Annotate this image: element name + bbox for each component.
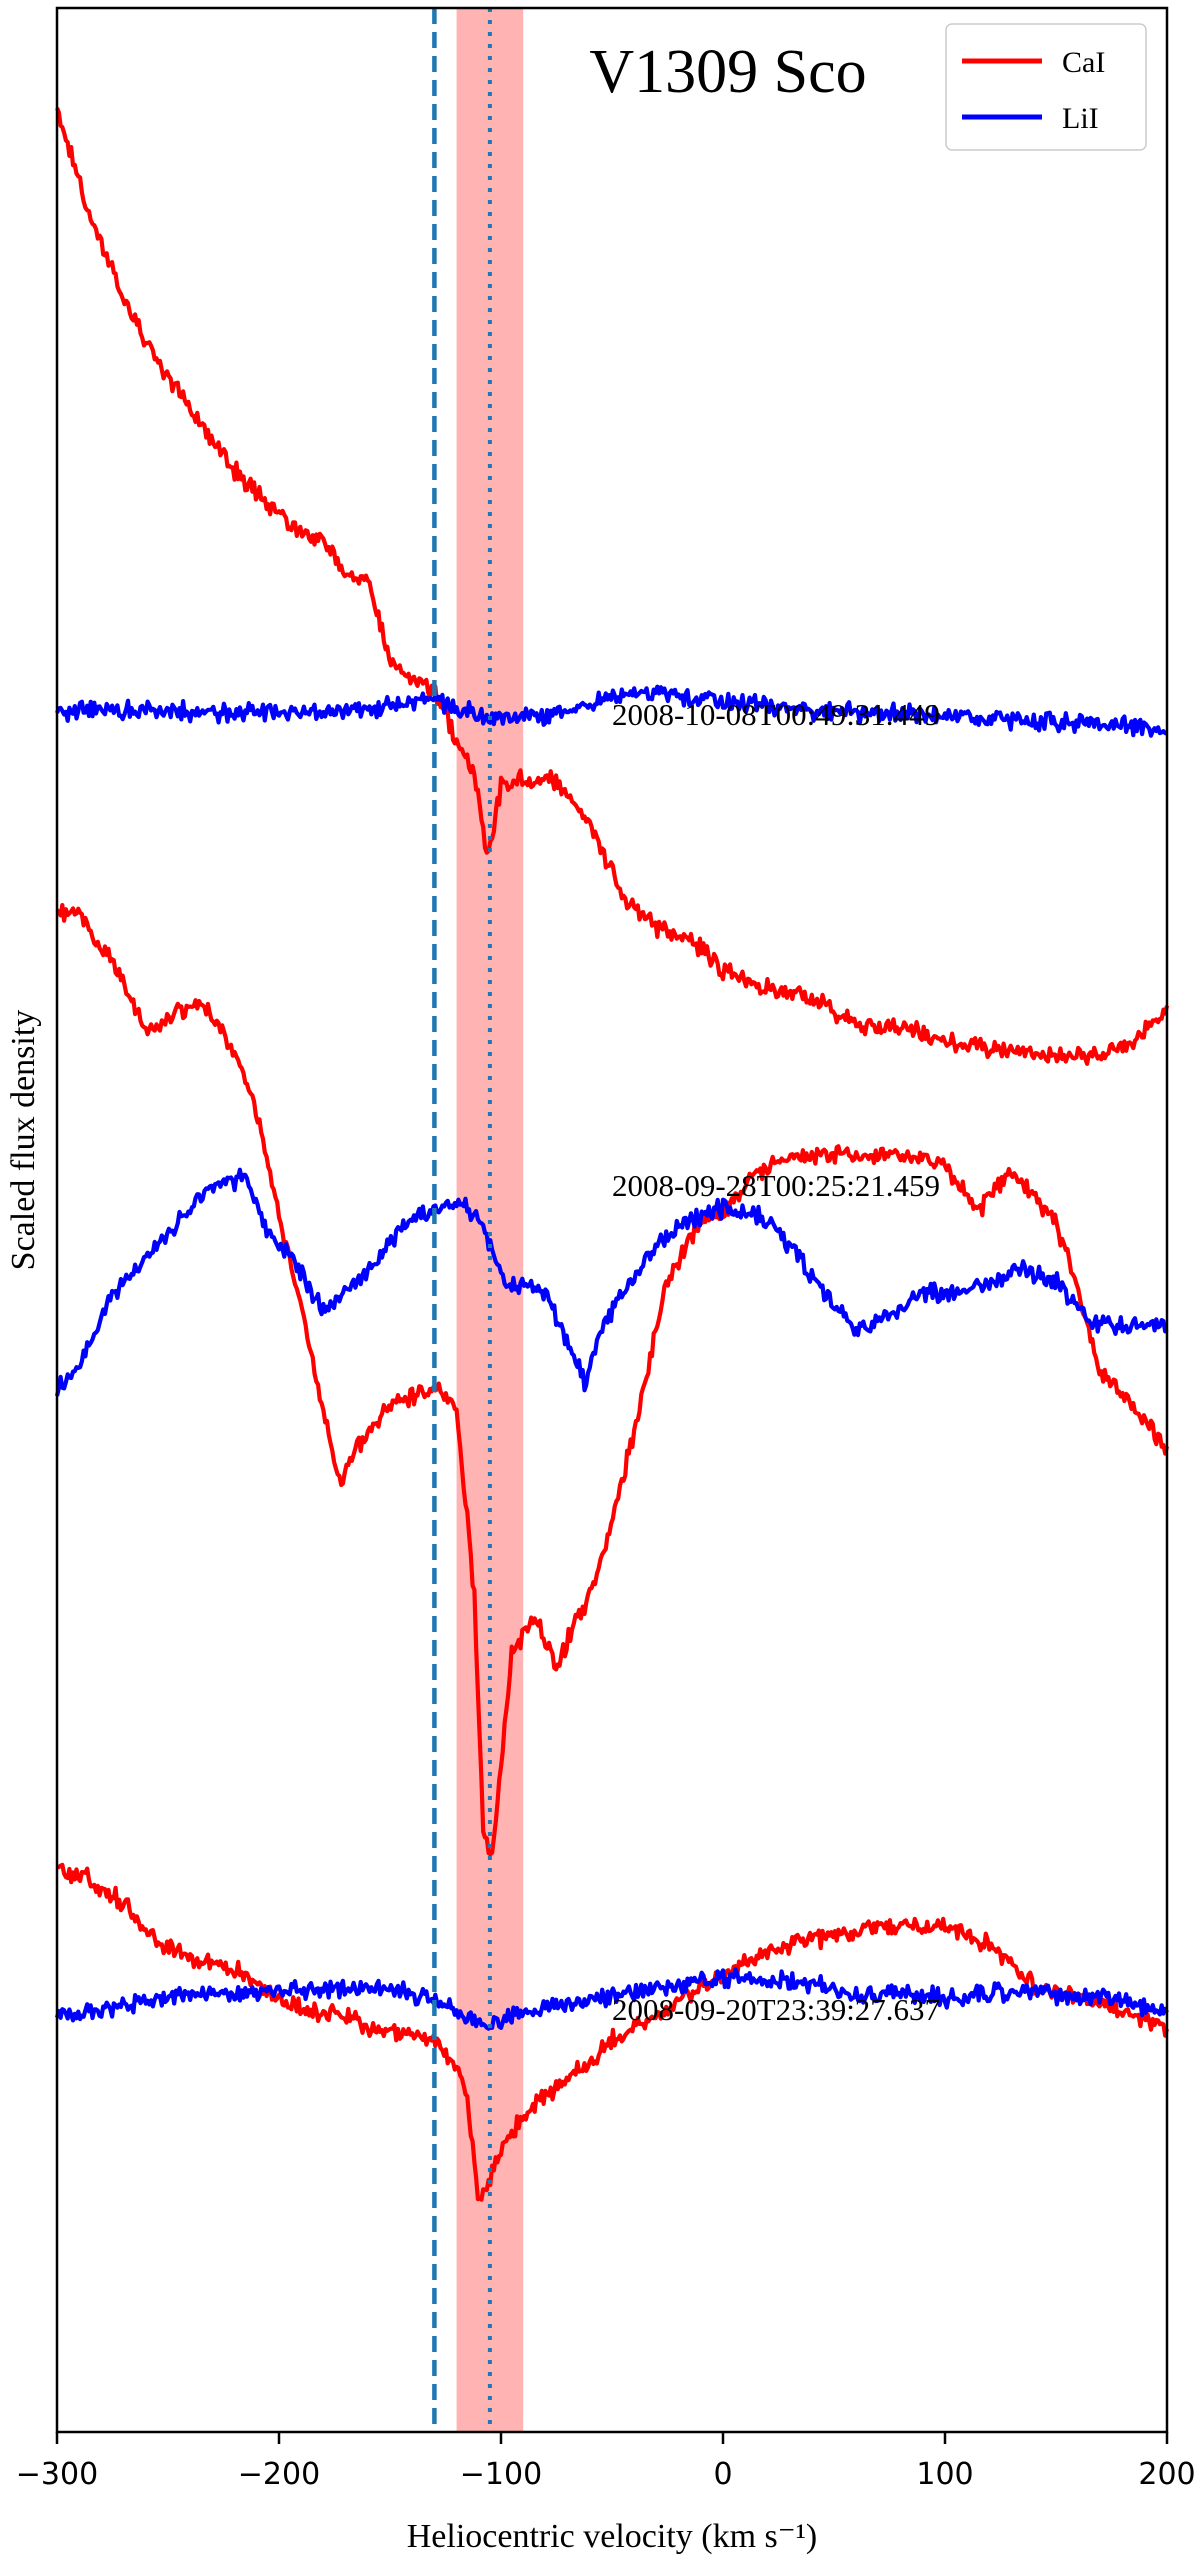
legend-label-cai: CaI [1062, 46, 1105, 79]
y-axis-label: Scaled flux density [5, 1010, 42, 1271]
x-tick-label: 200 [1138, 2457, 1195, 2492]
x-axis-ticks: −300 −200 −100 0 100 200 [16, 2432, 1196, 2492]
series-line-lii-epoch-1 [55, 684, 1168, 738]
x-tick-label: −300 [16, 2457, 98, 2492]
series-line-lii-epoch-3 [54, 1967, 1169, 2031]
x-tick-label: 0 [713, 2457, 732, 2492]
epoch-label-2: 2008-09-28T00:25:21.459 [612, 1168, 940, 1203]
epoch-label-3: 2008-09-20T23:39:27.637 [612, 1992, 940, 2027]
x-tick-label: −200 [238, 2457, 320, 2492]
series-line-cai-epoch-2 [55, 902, 1170, 1857]
x-tick-label: 100 [916, 2457, 973, 2492]
series-line-cai-epoch-1 [55, 107, 1170, 1066]
series-layer [54, 107, 1170, 2202]
reference-lines [432, 8, 492, 2432]
series-line-lii-epoch-2 [54, 1167, 1169, 1397]
plot-frame [55, 6, 1169, 2434]
x-axis-label: Heliocentric velocity (km s⁻¹) [407, 2518, 818, 2555]
legend: CaI LiI [945, 23, 1147, 151]
legend-label-lii: LiI [1062, 102, 1099, 135]
x-tick-label: −100 [460, 2457, 542, 2492]
chart-title: V1309 Sco [589, 38, 866, 106]
epoch-label-1: 2008-10-08T00:49:31.449 [612, 697, 940, 732]
legend-box [945, 23, 1147, 151]
series-line-cai-epoch-3 [56, 1862, 1170, 2202]
